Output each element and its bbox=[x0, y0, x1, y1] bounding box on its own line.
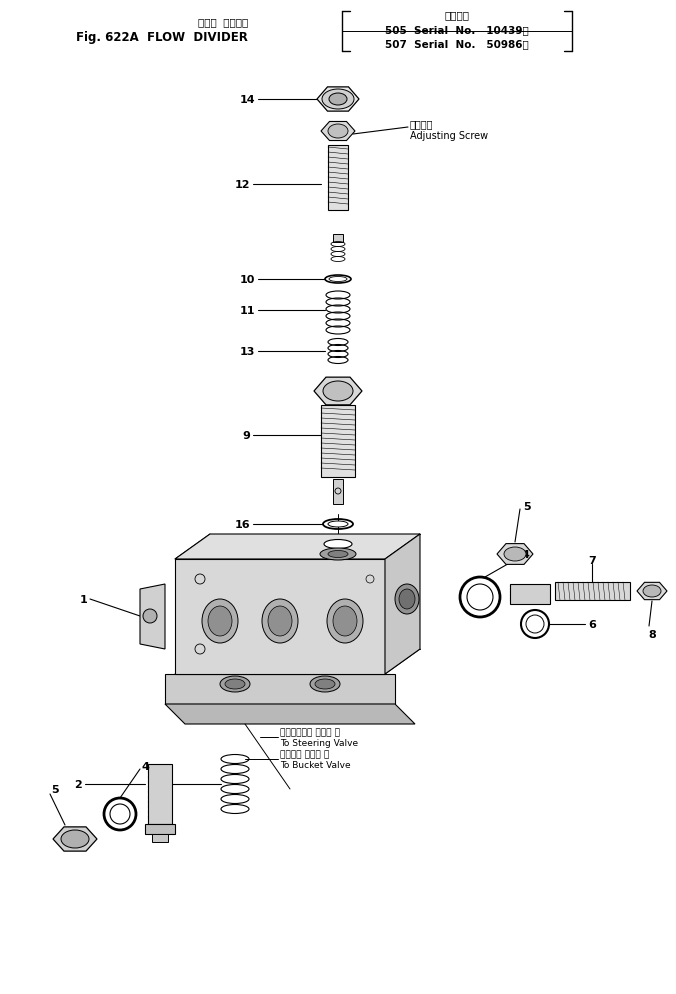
Polygon shape bbox=[385, 535, 420, 674]
Ellipse shape bbox=[110, 804, 130, 824]
Ellipse shape bbox=[315, 679, 335, 689]
Text: 13: 13 bbox=[239, 347, 255, 357]
Ellipse shape bbox=[333, 606, 357, 636]
Ellipse shape bbox=[225, 679, 245, 689]
Text: 15: 15 bbox=[235, 540, 250, 550]
Bar bbox=[328, 146, 348, 211]
Polygon shape bbox=[321, 122, 355, 141]
Text: 5: 5 bbox=[523, 502, 531, 512]
Text: To Bucket Valve: To Bucket Valve bbox=[280, 760, 351, 769]
Polygon shape bbox=[317, 87, 359, 112]
Polygon shape bbox=[314, 378, 362, 406]
Ellipse shape bbox=[323, 382, 353, 402]
Text: 5: 5 bbox=[51, 784, 59, 794]
Ellipse shape bbox=[504, 548, 526, 562]
Ellipse shape bbox=[310, 676, 340, 692]
Polygon shape bbox=[637, 582, 667, 600]
Ellipse shape bbox=[202, 599, 238, 643]
Ellipse shape bbox=[643, 585, 661, 597]
Polygon shape bbox=[165, 674, 395, 705]
Polygon shape bbox=[53, 827, 97, 851]
Text: 6: 6 bbox=[588, 619, 596, 629]
Ellipse shape bbox=[328, 551, 348, 558]
Text: To Steering Valve: To Steering Valve bbox=[280, 739, 358, 747]
Ellipse shape bbox=[526, 615, 544, 633]
Text: 10: 10 bbox=[239, 274, 255, 284]
Polygon shape bbox=[497, 544, 533, 565]
Bar bbox=[333, 235, 343, 243]
Text: 7: 7 bbox=[588, 556, 596, 566]
Ellipse shape bbox=[329, 277, 347, 282]
Bar bbox=[510, 584, 550, 604]
Bar bbox=[145, 824, 175, 834]
Ellipse shape bbox=[399, 589, 415, 609]
Ellipse shape bbox=[328, 125, 348, 139]
Text: Adjusting Screw: Adjusting Screw bbox=[410, 131, 488, 141]
Text: 2: 2 bbox=[74, 779, 82, 789]
Bar bbox=[333, 479, 343, 505]
Ellipse shape bbox=[61, 830, 89, 848]
Ellipse shape bbox=[262, 599, 298, 643]
Bar bbox=[152, 834, 168, 842]
Text: 適用号機: 適用号機 bbox=[445, 10, 470, 20]
Text: 1: 1 bbox=[79, 594, 87, 604]
Text: 9: 9 bbox=[242, 430, 250, 440]
Ellipse shape bbox=[329, 93, 347, 106]
Bar bbox=[148, 764, 172, 824]
Text: バケット バルブ へ: バケット バルブ へ bbox=[280, 749, 329, 758]
Text: 12: 12 bbox=[235, 180, 250, 190]
Ellipse shape bbox=[467, 584, 493, 610]
Text: 14: 14 bbox=[239, 94, 255, 105]
Text: 507  Serial  No.   50986～: 507 Serial No. 50986～ bbox=[385, 39, 529, 49]
Ellipse shape bbox=[320, 549, 356, 561]
Ellipse shape bbox=[220, 676, 250, 692]
Text: 505  Serial  No.   10439～: 505 Serial No. 10439～ bbox=[385, 25, 529, 35]
Ellipse shape bbox=[143, 609, 157, 623]
Bar bbox=[321, 406, 355, 477]
Text: 調整ネジ: 調整ネジ bbox=[410, 119, 433, 129]
Text: 4: 4 bbox=[522, 550, 530, 560]
Ellipse shape bbox=[268, 606, 292, 636]
Polygon shape bbox=[175, 535, 420, 560]
Ellipse shape bbox=[328, 522, 348, 528]
Bar bbox=[555, 582, 630, 600]
Ellipse shape bbox=[324, 540, 352, 549]
Text: 3: 3 bbox=[149, 779, 157, 789]
Text: 4: 4 bbox=[142, 761, 150, 771]
Text: 8: 8 bbox=[648, 629, 656, 639]
Polygon shape bbox=[140, 584, 165, 649]
Ellipse shape bbox=[327, 599, 363, 643]
Ellipse shape bbox=[395, 584, 419, 614]
Text: フロー  デバイダ: フロー デバイダ bbox=[198, 17, 248, 27]
Polygon shape bbox=[175, 560, 385, 674]
Ellipse shape bbox=[322, 89, 354, 110]
Text: ステアリング バルブ へ: ステアリング バルブ へ bbox=[280, 728, 340, 737]
Text: 16: 16 bbox=[235, 520, 250, 530]
Text: Fig. 622A  FLOW  DIVIDER: Fig. 622A FLOW DIVIDER bbox=[76, 32, 248, 45]
Text: 11: 11 bbox=[239, 306, 255, 316]
Polygon shape bbox=[165, 705, 415, 725]
Ellipse shape bbox=[208, 606, 232, 636]
